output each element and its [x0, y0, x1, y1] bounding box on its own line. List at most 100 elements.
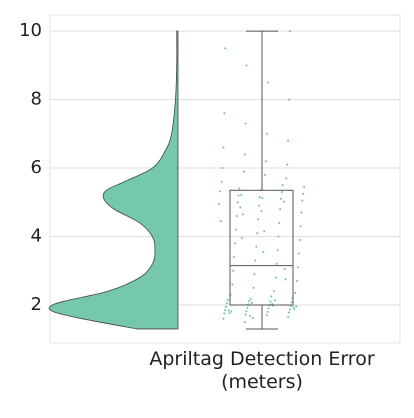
point — [283, 268, 286, 271]
point — [288, 311, 291, 314]
point — [246, 306, 249, 309]
point — [294, 292, 297, 295]
y-tick-label: 10 — [19, 20, 42, 41]
plot-area — [49, 14, 401, 344]
point — [241, 237, 244, 240]
point — [301, 199, 304, 202]
point — [273, 299, 276, 302]
violin — [48, 30, 179, 330]
point — [280, 191, 283, 194]
point — [248, 299, 251, 302]
point — [257, 218, 260, 221]
x-tick-label: Apriltag Detection Error (meters) — [149, 348, 375, 393]
y-tick-label: 8 — [31, 89, 42, 110]
point — [280, 197, 283, 200]
point — [264, 173, 267, 176]
point — [243, 321, 246, 324]
point — [220, 180, 223, 183]
point — [253, 273, 256, 276]
point — [250, 301, 253, 304]
y-tick-label: 4 — [31, 226, 42, 247]
point — [223, 112, 226, 115]
point — [290, 301, 293, 304]
point — [287, 315, 290, 318]
point — [279, 208, 282, 211]
point — [264, 160, 267, 163]
point — [300, 211, 303, 214]
point — [232, 269, 235, 272]
point — [262, 250, 265, 253]
point — [218, 202, 220, 205]
point — [272, 290, 275, 293]
point — [234, 228, 237, 231]
point — [288, 308, 291, 311]
point — [252, 286, 255, 289]
point — [224, 309, 227, 312]
point — [278, 221, 281, 224]
point — [245, 64, 248, 67]
point — [233, 242, 236, 245]
point — [266, 81, 269, 84]
point — [302, 192, 305, 195]
point — [257, 204, 260, 207]
point — [236, 201, 239, 204]
point — [270, 295, 273, 298]
point — [237, 194, 240, 197]
point — [233, 256, 236, 259]
point — [266, 310, 269, 313]
point — [238, 187, 241, 190]
point — [289, 305, 292, 308]
point — [277, 235, 280, 238]
point — [269, 300, 272, 303]
point — [295, 305, 298, 308]
point — [249, 314, 252, 317]
point — [245, 310, 248, 313]
point — [282, 200, 285, 203]
point — [235, 214, 238, 217]
point — [297, 252, 300, 255]
point — [265, 314, 268, 317]
point — [288, 98, 291, 101]
point — [251, 317, 254, 320]
point — [244, 122, 247, 125]
point — [296, 266, 299, 269]
point — [293, 308, 296, 311]
point — [274, 276, 277, 279]
point — [230, 310, 233, 313]
point — [296, 280, 299, 283]
point — [276, 249, 279, 252]
point — [298, 238, 301, 241]
point — [223, 312, 226, 315]
point — [225, 305, 228, 308]
point — [244, 313, 247, 316]
point — [299, 225, 302, 228]
box — [229, 189, 294, 306]
y-tick-label: 6 — [31, 157, 42, 178]
point — [242, 170, 245, 173]
point — [284, 278, 287, 281]
point — [292, 306, 295, 309]
point — [222, 317, 225, 320]
point — [231, 283, 234, 286]
point — [285, 177, 288, 180]
point — [263, 230, 266, 233]
point — [243, 153, 246, 156]
point — [303, 185, 306, 188]
point — [241, 213, 244, 216]
point — [286, 163, 289, 166]
point — [226, 298, 229, 301]
point — [255, 245, 258, 248]
point — [261, 197, 264, 200]
point — [224, 47, 227, 50]
point — [227, 309, 230, 312]
point — [219, 220, 222, 223]
point — [260, 209, 263, 212]
point — [288, 30, 291, 33]
point — [249, 297, 252, 300]
point — [221, 167, 224, 170]
point — [222, 146, 225, 149]
point — [267, 307, 270, 310]
point — [239, 206, 242, 209]
y-tick-label: 2 — [31, 294, 42, 315]
